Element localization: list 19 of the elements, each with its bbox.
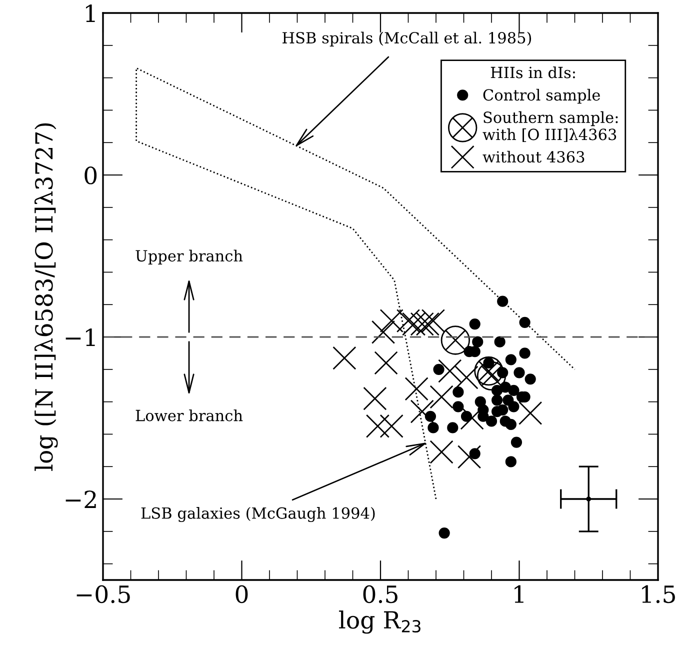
annotation: Upper branch [136, 250, 243, 265]
x-tick-label: 1 [514, 585, 524, 603]
legend-title: HIIs in dIs: [490, 66, 575, 78]
legend-label: Southern sample: with [O III]λ4363 [482, 111, 618, 142]
annotation: HSB spirals (McCall et al. 1985) [282, 32, 532, 47]
annotation: LSB galaxies (McGaugh 1994) [141, 507, 375, 522]
y-tick-label: −1 [66, 328, 95, 346]
x-tick-label: 0.5 [363, 585, 398, 604]
y-tick-label: −2 [66, 490, 96, 508]
x-tick-label: 0 [236, 585, 248, 604]
legend-label: without 4363 [482, 150, 584, 163]
x-axis-title: log R$_{23}$ [339, 610, 420, 634]
y-tick-label: 0 [84, 166, 97, 184]
y-axis-title: log ([N II]λ6583/[O II]λ3727) [34, 123, 58, 471]
y-tick-label: 1 [86, 4, 95, 22]
legend-label: Control sample [483, 88, 600, 104]
x-tick-label: −0.5 [76, 585, 130, 604]
x-tick-label: 1.5 [642, 585, 675, 604]
annotation: Lower branch [136, 409, 243, 422]
